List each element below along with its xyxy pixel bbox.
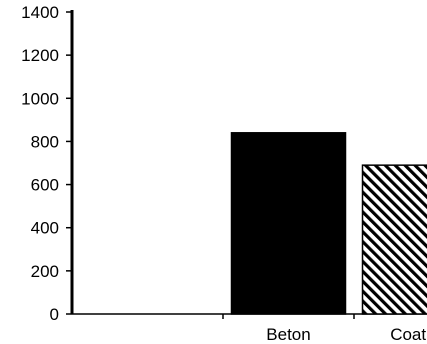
y-tick-label: 1200 (21, 46, 59, 65)
y-tick-label: 0 (50, 305, 59, 324)
bar-coating (361, 164, 427, 315)
y-tick-label: 1000 (21, 89, 59, 108)
x-category-label: Coating (390, 325, 427, 344)
bars (230, 132, 427, 315)
y-tick-label: 600 (31, 176, 59, 195)
bar-beton (230, 132, 347, 315)
y-tick-label: 200 (31, 262, 59, 281)
x-category-label: Beton (266, 325, 310, 344)
y-tick-label: 1400 (21, 3, 59, 22)
y-tick-label: 800 (31, 132, 59, 151)
labels: 0 200 400 600 800 1000 1200 1400 Beton Coating (21, 3, 427, 344)
y-tick-label: 400 (31, 219, 59, 238)
